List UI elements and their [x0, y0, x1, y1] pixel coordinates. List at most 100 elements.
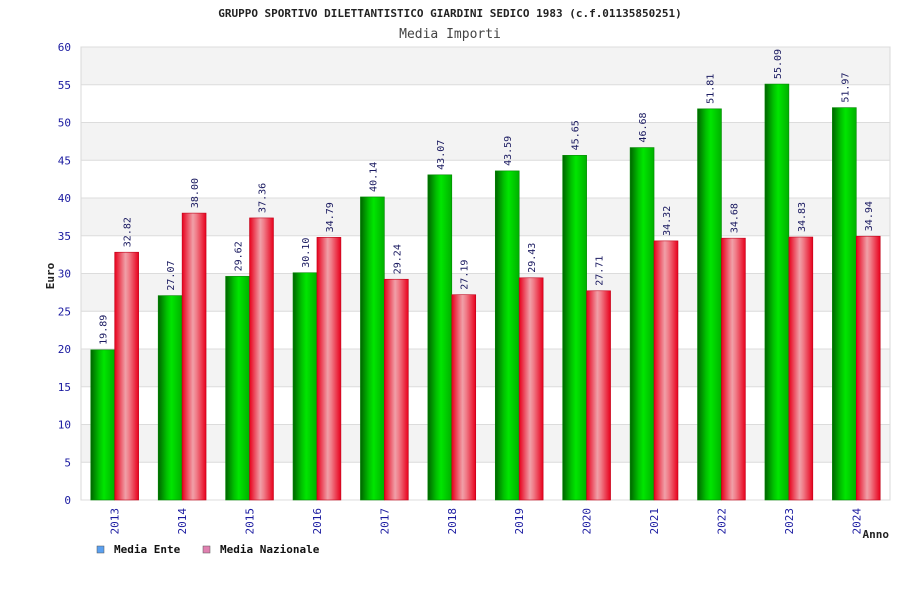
- value-label-media-ente: 51.81: [705, 74, 716, 104]
- value-label-media-ente: 46.68: [638, 112, 649, 142]
- plot-band: [81, 122, 890, 161]
- bar-media-ente: [832, 107, 857, 501]
- plot-band: [81, 424, 890, 463]
- plot-band: [81, 198, 890, 236]
- value-label-media-nazionale: 38.00: [190, 178, 201, 208]
- legend-label-media-ente: Media Ente: [114, 543, 181, 556]
- y-tick-label: 15: [58, 381, 71, 394]
- bar-media-ente: [225, 276, 250, 501]
- y-tick-label: 50: [58, 117, 71, 130]
- value-label-media-nazionale: 37.36: [258, 183, 269, 213]
- y-tick-label: 45: [58, 154, 71, 167]
- chart-title: GRUPPO SPORTIVO DILETTANTISTICO GIARDINI…: [218, 7, 682, 20]
- value-label-media-ente: 29.62: [234, 241, 245, 271]
- value-label-media-ente: 30.10: [301, 238, 312, 268]
- plot-band: [81, 235, 890, 274]
- value-label-media-nazionale: 34.79: [325, 202, 336, 232]
- value-label-media-ente: 43.59: [503, 136, 514, 166]
- bar-media-nazionale: [788, 236, 814, 501]
- y-tick-label: 10: [58, 419, 71, 432]
- value-label-media-nazionale: 27.19: [460, 260, 471, 290]
- x-tick-label: 2013: [109, 508, 122, 535]
- value-label-media-nazionale: 34.68: [729, 203, 740, 233]
- bar-media-nazionale: [249, 217, 274, 501]
- bar-media-nazionale: [384, 278, 409, 501]
- bar-media-ente: [562, 155, 587, 501]
- bars-group: [90, 83, 881, 501]
- y-tick-label: 25: [58, 305, 71, 318]
- value-label-media-nazionale: 34.32: [662, 206, 673, 236]
- chart-subtitle: Media Importi: [399, 27, 501, 42]
- x-tick-label: 2021: [648, 508, 661, 535]
- plot-band: [81, 462, 890, 500]
- value-label-media-nazionale: 27.71: [595, 256, 606, 286]
- bar-media-ente: [764, 83, 790, 501]
- y-axis-ticks: 0 5 10 15 20 25 30 35 40 45 50 55 60: [58, 41, 71, 507]
- legend-swatch-media-nazionale: [202, 545, 211, 554]
- x-tick-label: 2017: [378, 508, 391, 535]
- plot-background: [80, 46, 891, 501]
- bar-media-nazionale: [855, 235, 881, 501]
- bar-media-ente: [292, 272, 318, 501]
- bar-media-ente: [494, 170, 520, 501]
- bar-media-nazionale: [316, 237, 342, 501]
- x-tick-label: 2018: [446, 508, 459, 535]
- bar-media-ente: [157, 295, 183, 501]
- x-tick-label: 2019: [513, 508, 526, 535]
- bar-media-nazionale: [114, 251, 139, 501]
- value-label-media-nazionale: 34.94: [864, 201, 875, 231]
- value-label-media-nazionale: 32.82: [123, 217, 134, 247]
- bar-media-ente: [629, 147, 655, 501]
- plot-band: [81, 84, 890, 123]
- y-tick-label: 30: [58, 268, 71, 281]
- bar-media-ente: [697, 108, 722, 501]
- x-tick-label: 2014: [176, 508, 189, 535]
- y-tick-label: 0: [64, 494, 71, 507]
- value-label-media-ente: 40.14: [368, 162, 379, 192]
- bar-media-ente: [360, 196, 385, 501]
- value-label-media-ente: 43.07: [436, 140, 447, 170]
- y-axis-label: Euro: [44, 262, 57, 289]
- plot-band: [81, 273, 890, 312]
- bar-media-nazionale: [653, 240, 679, 501]
- value-label-media-ente: 55.09: [773, 49, 784, 79]
- value-label-media-ente: 45.65: [571, 120, 582, 150]
- gridlines: [81, 46, 890, 501]
- y-tick-label: 55: [58, 79, 71, 92]
- x-tick-label: 2022: [715, 508, 728, 535]
- legend: Media Ente Media Nazionale: [96, 543, 320, 556]
- x-axis-label: Anno: [863, 528, 890, 541]
- bar-media-nazionale: [451, 294, 477, 501]
- bar-media-ente: [427, 174, 453, 501]
- y-tick-label: 40: [58, 192, 71, 205]
- x-tick-label: 2020: [581, 508, 594, 535]
- plot-band: [81, 311, 890, 349]
- bar-media-nazionale: [181, 212, 207, 501]
- legend-label-media-nazionale: Media Nazionale: [220, 543, 320, 556]
- value-label-media-nazionale: 34.83: [797, 202, 808, 232]
- plot-band: [81, 349, 890, 387]
- value-label-media-ente: 51.97: [840, 73, 851, 103]
- value-labels: 19.89 32.82 27.07 38.00 29.62 37.36 30.10 34.79…: [99, 49, 876, 345]
- x-tick-label: 2024: [850, 508, 863, 535]
- value-label-media-nazionale: 29.43: [527, 243, 538, 273]
- bar-media-ente: [90, 349, 116, 501]
- x-tick-label: 2015: [244, 508, 257, 535]
- x-tick-label: 2023: [783, 508, 796, 535]
- plot-band: [81, 47, 890, 85]
- bar-media-nazionale: [518, 277, 544, 501]
- x-tick-label: 2016: [311, 508, 324, 535]
- value-label-media-ente: 19.89: [99, 315, 110, 345]
- bar-media-nazionale: [586, 290, 611, 501]
- y-tick-label: 35: [58, 230, 71, 243]
- y-tick-label: 20: [58, 343, 71, 356]
- legend-swatch-media-ente: [96, 545, 105, 554]
- plot-band: [81, 160, 890, 198]
- y-tick-label: 5: [64, 456, 71, 469]
- plot-band: [81, 386, 890, 425]
- value-label-media-nazionale: 29.24: [392, 244, 403, 274]
- bar-media-nazionale: [721, 237, 746, 501]
- y-tick-label: 60: [58, 41, 71, 54]
